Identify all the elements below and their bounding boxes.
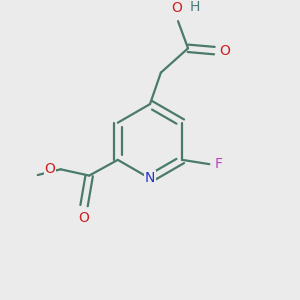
Text: O: O (220, 44, 230, 58)
Text: O: O (171, 2, 182, 15)
Text: O: O (79, 211, 89, 225)
Text: O: O (45, 162, 56, 176)
Text: N: N (145, 171, 155, 185)
Text: H: H (190, 0, 200, 14)
Text: F: F (214, 157, 223, 171)
